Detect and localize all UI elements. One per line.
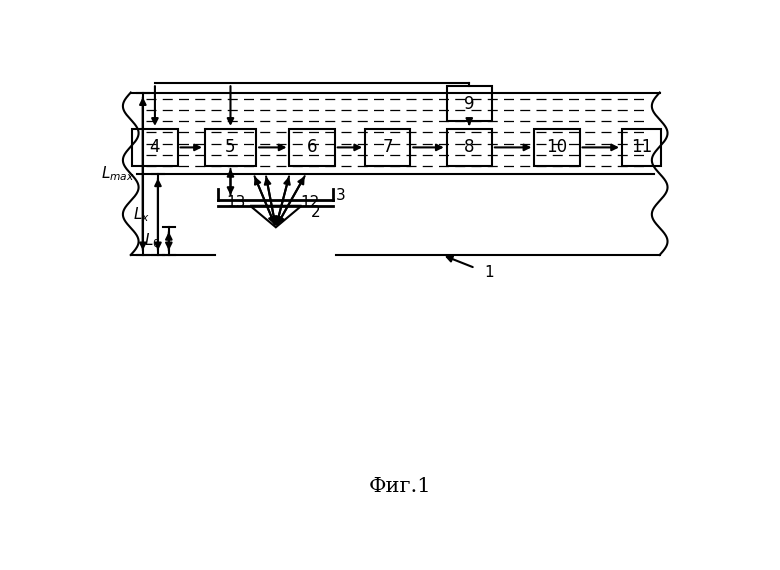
- Bar: [447, 129, 492, 166]
- Text: 4: 4: [150, 139, 160, 156]
- Text: 7: 7: [382, 139, 393, 156]
- Bar: [365, 129, 410, 166]
- Text: Фиг.1: Фиг.1: [368, 477, 431, 496]
- Text: $L_x$: $L_x$: [133, 205, 150, 223]
- Text: 6: 6: [307, 139, 317, 156]
- Bar: [534, 129, 580, 166]
- Text: $L_{max}$: $L_{max}$: [101, 164, 135, 183]
- Bar: [622, 129, 661, 166]
- Text: 5: 5: [225, 139, 236, 156]
- Bar: [289, 129, 335, 166]
- Bar: [447, 86, 492, 121]
- Bar: [133, 129, 178, 166]
- Text: 2: 2: [310, 205, 321, 219]
- Text: 8: 8: [464, 139, 474, 156]
- Text: 10: 10: [546, 139, 568, 156]
- Bar: [205, 129, 256, 166]
- Text: 1: 1: [484, 265, 494, 280]
- Text: 13: 13: [226, 195, 246, 210]
- Text: 12: 12: [300, 195, 319, 210]
- Text: 9: 9: [464, 95, 474, 112]
- Text: $L_0$: $L_0$: [144, 232, 161, 250]
- Text: 11: 11: [631, 139, 652, 156]
- Text: 3: 3: [336, 188, 346, 203]
